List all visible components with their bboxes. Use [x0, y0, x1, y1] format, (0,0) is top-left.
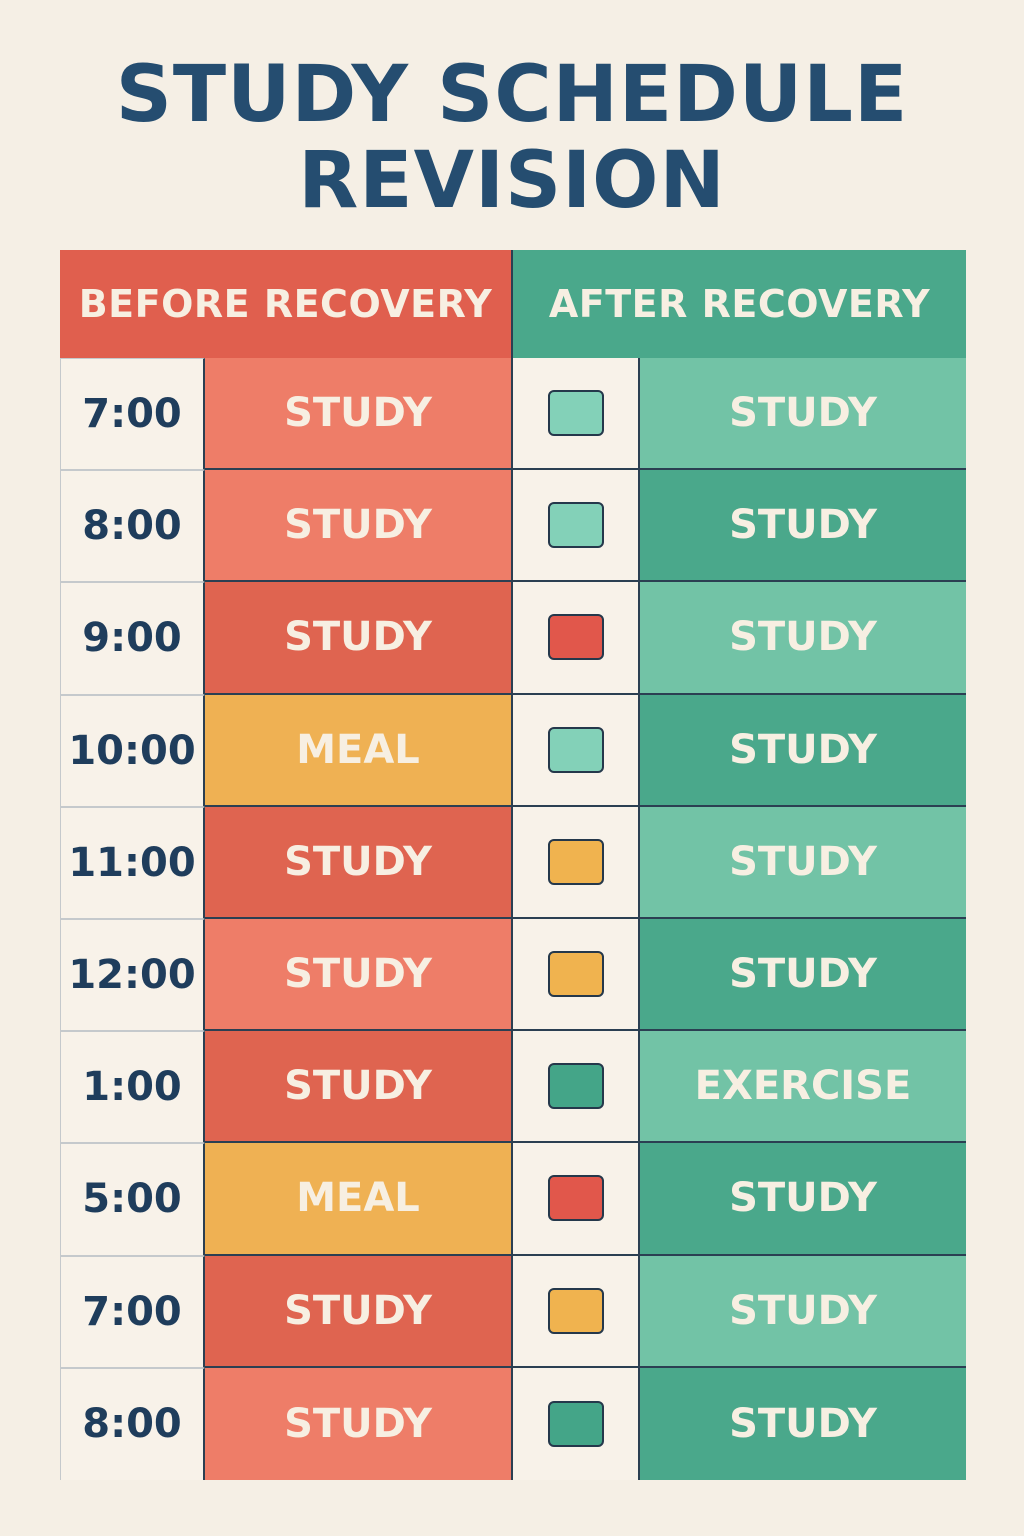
before-activity-cell: STUDY — [205, 470, 513, 583]
after-recovery-header: AFTER RECOVERY — [513, 250, 966, 358]
schedule-row: 10:00 MEAL STUDY — [60, 694, 966, 807]
time-cell: 8:00 — [60, 470, 205, 583]
status-marker-icon — [547, 1400, 604, 1447]
before-activity-cell: STUDY — [205, 1031, 513, 1144]
status-marker-icon — [547, 502, 604, 549]
status-marker-cell — [513, 1367, 640, 1480]
time-cell: 11:00 — [60, 806, 205, 919]
after-activity-cell: STUDY — [640, 1143, 966, 1256]
schedule-row: 8:00 STUDY STUDY — [60, 1367, 966, 1480]
schedule-row: 8:00 STUDY STUDY — [60, 470, 966, 583]
time-cell: 7:00 — [60, 1255, 205, 1368]
before-activity-cell: STUDY — [205, 1255, 513, 1368]
after-activity-cell: STUDY — [640, 582, 966, 695]
after-activity-cell: STUDY — [640, 358, 966, 471]
status-marker-cell — [513, 1031, 640, 1144]
before-activity-cell: MEAL — [205, 1143, 513, 1256]
after-activity-cell: STUDY — [640, 1367, 966, 1480]
after-activity-cell: STUDY — [640, 470, 966, 583]
schedule-row: 11:00 STUDY STUDY — [60, 806, 966, 919]
status-marker-icon — [547, 726, 604, 773]
status-marker-cell — [513, 694, 640, 807]
status-marker-icon — [547, 390, 604, 437]
schedule-rows: 7:00 STUDY STUDY 8:00 STUDY STUDY 9:00 S… — [60, 358, 966, 1480]
time-cell: 7:00 — [60, 358, 205, 471]
title-line-2: REVISION — [298, 136, 726, 226]
before-activity-cell: STUDY — [205, 1367, 513, 1480]
page-title: STUDY SCHEDULE REVISION — [0, 52, 1024, 224]
after-activity-cell: EXERCISE — [640, 1031, 966, 1144]
schedule-row: 7:00 STUDY STUDY — [60, 358, 966, 471]
status-marker-icon — [547, 1063, 604, 1110]
before-activity-cell: STUDY — [205, 582, 513, 695]
status-marker-cell — [513, 582, 640, 695]
status-marker-cell — [513, 358, 640, 471]
status-marker-icon — [547, 951, 604, 998]
status-marker-cell — [513, 470, 640, 583]
schedule-row: 7:00 STUDY STUDY — [60, 1255, 966, 1368]
schedule-row: 9:00 STUDY STUDY — [60, 582, 966, 695]
status-marker-icon — [547, 1175, 604, 1222]
after-activity-cell: STUDY — [640, 694, 966, 807]
after-activity-cell: STUDY — [640, 918, 966, 1032]
status-marker-icon — [547, 1287, 604, 1334]
time-cell: 5:00 — [60, 1143, 205, 1256]
before-activity-cell: STUDY — [205, 918, 513, 1032]
time-cell: 8:00 — [60, 1367, 205, 1480]
before-recovery-header: BEFORE RECOVERY — [60, 250, 513, 358]
status-marker-cell — [513, 806, 640, 919]
schedule-row: 5:00 MEAL STUDY — [60, 1143, 966, 1256]
before-activity-cell: MEAL — [205, 694, 513, 807]
status-marker-cell — [513, 1255, 640, 1368]
status-marker-icon — [547, 614, 604, 661]
time-cell: 10:00 — [60, 694, 205, 807]
schedule-table: BEFORE RECOVERY AFTER RECOVERY 7:00 STUD… — [60, 250, 966, 1480]
before-activity-cell: STUDY — [205, 806, 513, 919]
before-activity-cell: STUDY — [205, 358, 513, 471]
schedule-row: 1:00 STUDY EXERCISE — [60, 1031, 966, 1144]
after-activity-cell: STUDY — [640, 806, 966, 919]
status-marker-cell — [513, 918, 640, 1032]
status-marker-icon — [547, 838, 604, 885]
after-activity-cell: STUDY — [640, 1255, 966, 1368]
status-marker-cell — [513, 1143, 640, 1256]
time-cell: 1:00 — [60, 1031, 205, 1144]
schedule-row: 12:00 STUDY STUDY — [60, 918, 966, 1032]
time-cell: 12:00 — [60, 918, 205, 1032]
time-cell: 9:00 — [60, 582, 205, 695]
title-line-1: STUDY SCHEDULE — [115, 50, 909, 140]
